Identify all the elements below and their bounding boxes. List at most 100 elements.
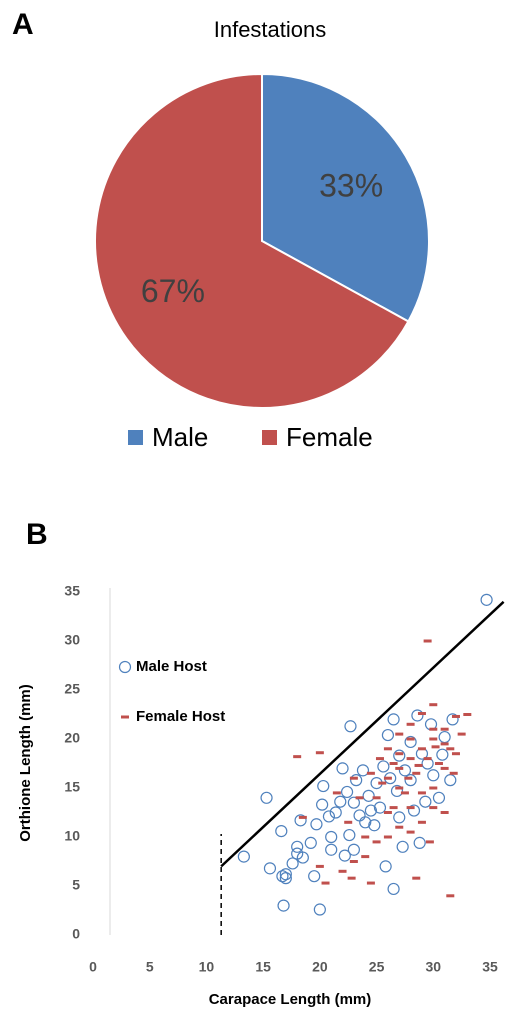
male-point	[396, 840, 409, 853]
female-point	[344, 820, 353, 824]
x-tick-label: 30	[425, 959, 441, 975]
legend-label: Male	[152, 422, 208, 452]
female-point	[361, 855, 370, 859]
male-point	[316, 798, 329, 811]
female-point	[366, 771, 375, 775]
female-point	[349, 860, 358, 863]
male-point	[404, 735, 417, 749]
female-point	[429, 786, 438, 790]
female-point	[298, 815, 307, 819]
female-point	[378, 781, 387, 785]
male-point	[398, 764, 412, 777]
male-point	[436, 748, 449, 761]
female-point	[406, 757, 415, 761]
legend-label: Female	[286, 422, 373, 452]
female-point	[414, 763, 423, 767]
male-point	[411, 709, 424, 722]
male-point	[304, 836, 317, 849]
female-point	[446, 894, 455, 898]
male-point	[325, 843, 338, 856]
male-point	[413, 836, 426, 849]
female-point	[395, 786, 404, 790]
female-point	[429, 703, 438, 707]
y-axis-label: Orthione Length (mm)	[17, 684, 34, 842]
male-point	[419, 795, 432, 808]
x-tick-label: 20	[312, 959, 328, 975]
female-point	[338, 869, 347, 873]
female-point	[440, 811, 449, 814]
male-point	[359, 816, 372, 829]
male-point	[350, 774, 363, 787]
female-point	[395, 752, 404, 756]
female-point	[451, 752, 460, 756]
female-point	[440, 742, 449, 746]
y-tick-label: 35	[64, 583, 80, 599]
data-label: 67%	[141, 273, 205, 309]
legend-marker	[118, 660, 132, 674]
male-point	[317, 779, 330, 793]
female-point	[372, 796, 381, 800]
y-tick-label: 5	[72, 877, 80, 893]
male-point	[446, 713, 459, 726]
female-point	[383, 747, 392, 751]
panel-label: A	[12, 8, 34, 41]
y-tick-label: 20	[64, 730, 80, 746]
male-point	[387, 882, 400, 896]
chart-title: Infestations	[214, 17, 327, 42]
y-tick-label: 25	[64, 681, 80, 697]
male-point	[404, 774, 417, 787]
female-point	[440, 766, 449, 770]
female-point	[361, 835, 370, 839]
legend-label: Female Host	[136, 708, 225, 725]
male-point	[356, 764, 370, 777]
female-point	[347, 876, 356, 880]
female-point	[349, 776, 358, 780]
female-point	[395, 766, 404, 770]
male-point	[379, 860, 392, 873]
female-point	[417, 747, 426, 751]
y-tick-label: 0	[72, 926, 80, 942]
x-axis-label: Carapace Length (mm)	[209, 991, 372, 1008]
pie-slice	[94, 72, 410, 409]
female-point	[446, 747, 455, 751]
male-point	[364, 804, 377, 817]
male-point	[279, 868, 292, 881]
female-point	[383, 776, 392, 780]
male-point	[381, 728, 395, 742]
female-point	[429, 727, 438, 731]
legend-swatch	[262, 430, 277, 445]
female-point	[451, 714, 460, 718]
male-point	[296, 851, 309, 864]
female-point	[417, 791, 426, 795]
male-point	[260, 791, 273, 804]
male-point	[279, 872, 292, 885]
female-point	[463, 713, 472, 716]
data-label: 33%	[319, 168, 383, 204]
reference-line	[220, 600, 505, 868]
female-point	[406, 806, 415, 810]
male-point	[308, 870, 321, 883]
male-point	[368, 819, 381, 832]
female-point	[412, 771, 421, 775]
female-point	[395, 732, 404, 736]
female-point	[434, 762, 443, 765]
pie-slice	[261, 72, 430, 323]
female-point	[406, 737, 415, 741]
female-point	[406, 830, 415, 834]
male-point	[444, 774, 457, 787]
female-point	[457, 732, 466, 736]
male-point	[393, 749, 406, 762]
male-point	[480, 593, 493, 606]
male-point	[343, 828, 356, 842]
male-point	[334, 795, 347, 808]
male-point	[353, 809, 366, 822]
male-point	[291, 840, 304, 853]
male-point	[294, 814, 307, 827]
legend-marker	[121, 715, 129, 719]
female-point	[431, 745, 440, 749]
female-point	[389, 762, 398, 765]
male-point	[340, 785, 354, 799]
female-point	[417, 712, 426, 716]
legend-label: Male Host	[136, 658, 207, 675]
